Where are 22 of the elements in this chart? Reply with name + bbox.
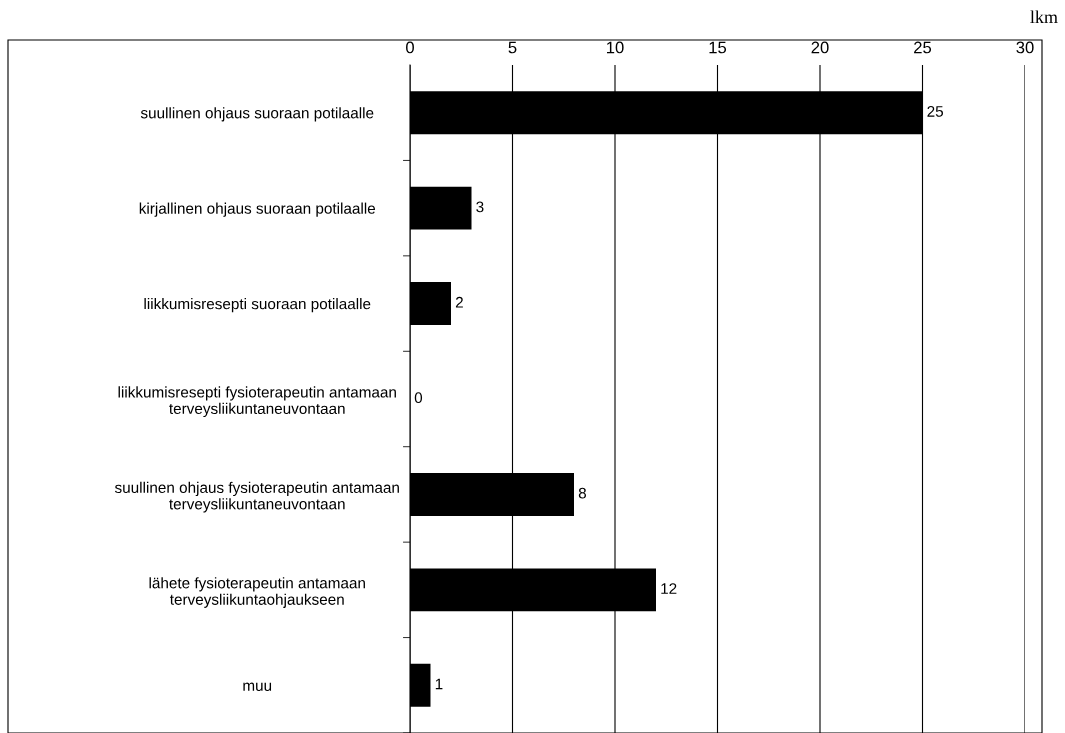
- y-tick-label: lähete fysioterapeutin antamaan terveysliikuntaohjaukseen: [149, 577, 365, 608]
- y-tick-label: suullinen ohjaus suoraan potilaalle: [140, 107, 374, 122]
- data-label: 1: [435, 678, 443, 690]
- x-axis-title: lkm: [1030, 10, 1058, 23]
- data-label: 3: [476, 201, 484, 213]
- y-tick-label: liikkumisresepti fysioterapeutin antamaan terveysliikuntaneuvontaan: [118, 386, 396, 418]
- x-tick-label: 25: [914, 41, 932, 54]
- x-tick-label: 10: [607, 41, 624, 54]
- x-tick-label: 20: [811, 41, 829, 54]
- data-label: 12: [661, 583, 677, 594]
- y-tick-label: suullinen ohjaus fysioterapeutin antamaan terveysliikuntaneuvontaan: [114, 481, 399, 513]
- data-label: 8: [578, 487, 586, 499]
- x-tick-label: 30: [1016, 41, 1034, 54]
- x-tick-label: 5: [508, 41, 517, 54]
- y-tick-label: muu: [243, 682, 272, 691]
- x-tick-label: 0: [406, 41, 414, 54]
- x-tick-label: 15: [709, 41, 727, 54]
- y-tick-label: liikkumisresepti suoraan potilaalle: [144, 298, 371, 313]
- y-tick-label: kirjallinen ohjaus suoraan potilaalle: [139, 202, 376, 217]
- data-label: 25: [927, 106, 944, 117]
- data-label: 2: [455, 296, 463, 308]
- data-label: 0: [414, 392, 423, 404]
